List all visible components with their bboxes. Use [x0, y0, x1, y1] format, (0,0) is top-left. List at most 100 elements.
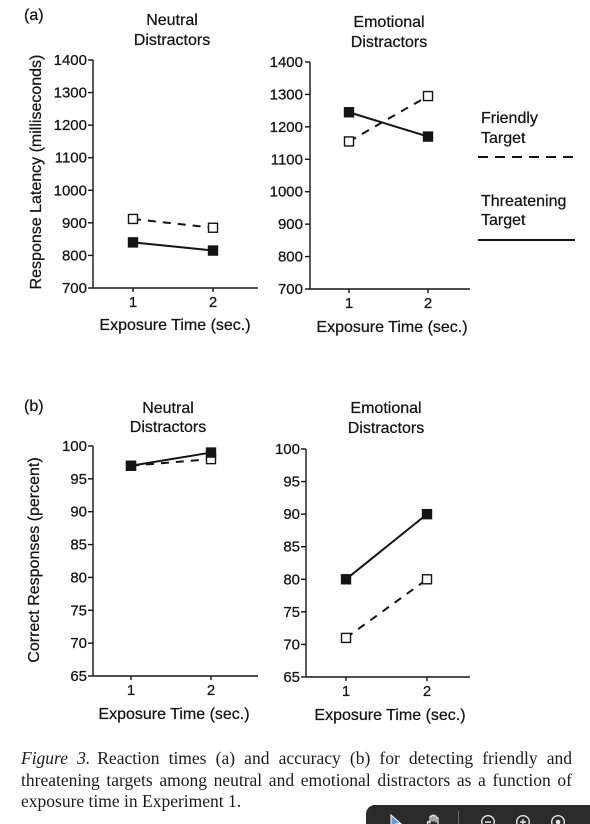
- x-tick-label: 1: [127, 682, 135, 699]
- chart-title: Emotional: [350, 400, 421, 417]
- zoom-out-icon[interactable]: [480, 814, 496, 824]
- toolbar-separator: [458, 811, 459, 824]
- y-tick-label: 1000: [270, 184, 303, 201]
- x-tick-label: 1: [342, 683, 350, 700]
- panel-label: (b): [24, 398, 44, 415]
- y-tick-label: 1100: [271, 151, 303, 168]
- y-tick-label: 75: [70, 602, 87, 619]
- y-tick-label: 700: [62, 280, 87, 297]
- hand-icon[interactable]: [425, 814, 441, 824]
- chart-panel: 65 70 75 80 85 90 95 100 1 2 Neutral Distractors Exp…: [26, 400, 258, 723]
- y-tick-label: 700: [278, 281, 303, 298]
- chart-title: Neutral: [146, 12, 198, 29]
- y-tick-label: 1000: [54, 182, 87, 199]
- chart-title: Distractors: [130, 419, 206, 436]
- y-tick-label: 900: [62, 215, 87, 232]
- x-tick-label: 2: [207, 682, 215, 699]
- caption-line: threatening targets among neutral and em…: [21, 769, 572, 790]
- legend-label: Target: [481, 130, 526, 147]
- y-tick-label: 90: [70, 504, 87, 521]
- y-tick-label: 900: [278, 216, 303, 233]
- chart-panel: 700 800 900 1000 1100 1200 1300 1400 1 2 Neutral Di…: [28, 12, 258, 334]
- y-tick-label: 1300: [270, 86, 303, 103]
- viewer-toolbar: [366, 805, 590, 824]
- legend-label: Target: [481, 212, 526, 229]
- y-tick-label: 1100: [55, 150, 87, 167]
- series-line-solid: [130, 451, 212, 467]
- series-line-dashed: [130, 458, 212, 467]
- y-tick-label: 85: [283, 539, 300, 556]
- data-point-open-square: [127, 213, 139, 225]
- data-point-open-square: [340, 632, 352, 644]
- y-axis-label: Response Latency (milliseconds): [28, 55, 45, 290]
- data-point-open-square: [207, 222, 219, 233]
- x-tick-label: 2: [209, 294, 217, 311]
- series-line-solid: [132, 241, 214, 252]
- data-point-filled-square: [125, 460, 137, 471]
- x-axis-label: Exposure Time (sec.): [99, 317, 250, 334]
- y-tick-label: 80: [283, 571, 300, 588]
- y-tick-label: 85: [70, 537, 87, 554]
- series-line-solid: [345, 513, 428, 581]
- y-tick-label: 75: [283, 604, 300, 621]
- series-line-solid: [348, 111, 429, 138]
- data-point-filled-square: [340, 574, 352, 585]
- chart-title: Distractors: [348, 420, 424, 437]
- figure-caption: Figure 3. Reaction times (a) and accuracy…: [21, 748, 572, 813]
- chart-panel: 65 70 75 80 85 90 95 100 1 2 Emotional Distractors E…: [275, 400, 470, 724]
- data-point-filled-square: [421, 508, 433, 520]
- data-point-open-square: [343, 136, 355, 147]
- x-axis-label: Exposure Time (sec.): [314, 707, 465, 724]
- y-tick-label: 65: [70, 668, 87, 685]
- legend: Friendly Target Threatening Target: [478, 110, 575, 241]
- data-point-filled-square: [422, 131, 434, 142]
- y-tick-label: 1400: [54, 52, 87, 69]
- y-tick-label: 65: [283, 669, 300, 686]
- y-tick-label: 70: [70, 635, 87, 652]
- caption-label: Figure 3.: [21, 748, 91, 768]
- data-point-filled-square: [207, 245, 219, 256]
- series-line-dashed: [132, 217, 214, 229]
- caption-line: Figure 3. Reaction times (a) and accuracy…: [21, 748, 572, 770]
- y-tick-label: 1300: [54, 85, 87, 102]
- chart-panel: 700 800 900 1000 1100 1200 1300 1400 1 2 Emotional…: [270, 14, 470, 336]
- legend-label: Friendly: [481, 110, 538, 127]
- zoom-in-icon[interactable]: [515, 814, 531, 824]
- y-tick-label: 1400: [270, 54, 303, 71]
- x-tick-label: 1: [129, 294, 137, 311]
- data-point-open-square: [421, 574, 433, 585]
- caption-line: exposure time in Experiment 1.: [21, 791, 242, 811]
- y-tick-label: 80: [70, 569, 87, 586]
- series-line-dashed: [348, 95, 429, 143]
- y-tick-label: 100: [275, 441, 300, 458]
- fit-page-icon[interactable]: [550, 814, 566, 824]
- y-tick-label: 95: [70, 471, 87, 488]
- chart-title: Distractors: [134, 32, 210, 49]
- y-tick-label: 90: [283, 506, 300, 523]
- data-point-filled-square: [343, 107, 355, 118]
- data-point-open-square: [422, 90, 434, 102]
- series-line-dashed: [345, 578, 428, 639]
- y-tick-label: 95: [283, 474, 300, 491]
- y-axis-label: Correct Responses (percent): [26, 457, 43, 662]
- pointer-icon[interactable]: [388, 814, 404, 824]
- x-tick-label: 2: [423, 683, 431, 700]
- y-tick-label: 70: [283, 636, 300, 653]
- x-tick-label: 1: [345, 295, 353, 312]
- caption-text: Reaction times (a) and accuracy (b) for …: [97, 748, 572, 768]
- y-tick-label: 1200: [270, 119, 303, 136]
- x-axis-label: Exposure Time (sec.): [98, 706, 249, 723]
- data-point-filled-square: [205, 447, 217, 458]
- data-point-filled-square: [127, 237, 139, 248]
- legend-label: Threatening: [481, 193, 566, 210]
- chart-title: Distractors: [351, 34, 427, 51]
- chart-title: Neutral: [142, 400, 194, 417]
- x-tick-label: 2: [424, 295, 432, 312]
- y-tick-label: 100: [62, 438, 87, 455]
- y-tick-label: 800: [278, 249, 303, 266]
- panel-label: (a): [24, 7, 44, 24]
- y-tick-label: 1200: [54, 117, 87, 134]
- chart-title: Emotional: [353, 14, 424, 31]
- y-tick-label: 800: [62, 247, 87, 264]
